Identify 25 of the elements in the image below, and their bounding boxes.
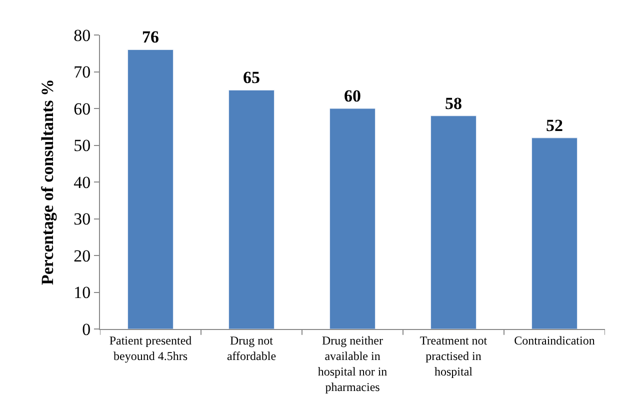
data-label: 58 [445,94,462,113]
y-tick-label: 70 [74,62,91,82]
y-tick-label: 30 [74,210,91,229]
data-label: 60 [344,86,361,106]
y-tick-label: 60 [74,99,91,118]
y-axis-title: Percentage of consultants % [38,78,58,286]
data-label: 76 [142,28,159,47]
y-tick-label: 40 [74,172,91,192]
y-tick-label: 80 [74,26,91,45]
y-tick-label: 0 [82,320,91,339]
bar [430,116,476,329]
x-tick-label: Treatment not practised in hospital [420,333,488,379]
bar [128,49,174,329]
x-tick-label: Drug neither available in hospital nor in pharmacies [318,333,388,394]
y-tick-label: 50 [74,136,91,156]
bar [228,90,274,329]
data-label: 65 [243,68,260,88]
y-tick-label: 10 [74,283,91,302]
data-label: 52 [546,116,564,135]
y-tick-label: 20 [74,246,91,266]
x-tick-label: Patient presented beyound 4.5hrs [109,333,192,363]
x-tick-label: Contraindication [514,333,595,348]
bar [330,108,376,329]
x-tick-label: Drug not affordable [226,333,276,363]
bar [532,138,578,329]
